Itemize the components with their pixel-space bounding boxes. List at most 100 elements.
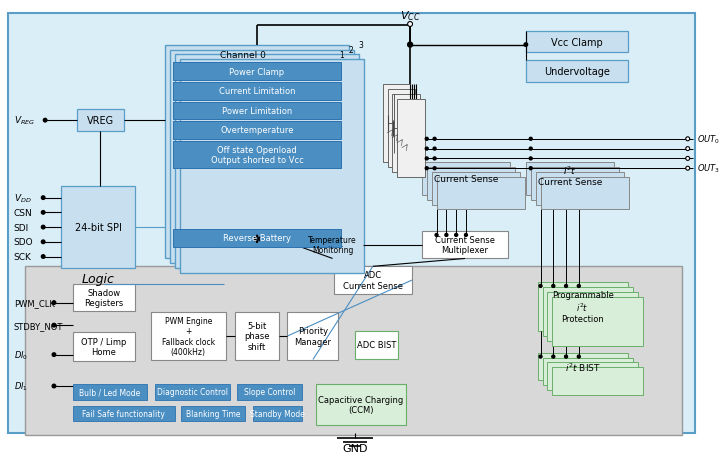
Text: Current Sense
Multiplexer: Current Sense Multiplexer xyxy=(435,236,495,255)
Bar xyxy=(253,406,302,421)
Circle shape xyxy=(408,23,413,27)
Circle shape xyxy=(464,234,467,237)
Circle shape xyxy=(52,301,55,305)
Bar xyxy=(173,63,341,81)
Bar xyxy=(173,122,341,139)
Text: Capacitive Charging
(CCM): Capacitive Charging (CCM) xyxy=(318,395,404,414)
Bar xyxy=(552,297,642,346)
Text: ADC
Current Sense: ADC Current Sense xyxy=(343,271,402,290)
Bar xyxy=(24,267,682,435)
Circle shape xyxy=(426,157,428,161)
Circle shape xyxy=(41,196,45,200)
Text: STDBY_NOT: STDBY_NOT xyxy=(14,321,63,330)
Text: Reverse Battery: Reverse Battery xyxy=(223,234,291,243)
Text: Off state Openload
Output shorted to Vcc: Off state Openload Output shorted to Vcc xyxy=(211,145,303,165)
Circle shape xyxy=(43,119,47,123)
Text: $V_{DD}$: $V_{DD}$ xyxy=(14,192,32,205)
Bar xyxy=(526,61,628,83)
Bar xyxy=(422,232,508,259)
Bar xyxy=(155,384,230,400)
Bar xyxy=(526,32,628,53)
Text: CSN: CSN xyxy=(14,208,32,218)
Text: Vcc Clamp: Vcc Clamp xyxy=(551,38,603,48)
Circle shape xyxy=(445,234,448,237)
Circle shape xyxy=(685,167,690,171)
Circle shape xyxy=(552,355,555,358)
Text: Temperature
Monitoring: Temperature Monitoring xyxy=(308,236,357,255)
Text: Shadow
Registers: Shadow Registers xyxy=(84,288,124,308)
Circle shape xyxy=(577,355,580,358)
Text: $DI_0$: $DI_0$ xyxy=(14,349,28,361)
Circle shape xyxy=(685,157,690,161)
Text: SDO: SDO xyxy=(14,238,33,247)
Text: VREG: VREG xyxy=(86,116,114,126)
Text: $V_{REG}$: $V_{REG}$ xyxy=(14,115,35,127)
Circle shape xyxy=(426,138,428,141)
Text: 5-bit
phase
shift: 5-bit phase shift xyxy=(244,321,270,351)
Text: SDI: SDI xyxy=(14,223,29,232)
Circle shape xyxy=(524,44,528,47)
Text: $i^2t$ BIST: $i^2t$ BIST xyxy=(564,360,600,373)
Bar xyxy=(165,45,349,259)
Circle shape xyxy=(433,157,436,161)
Circle shape xyxy=(685,138,690,141)
Circle shape xyxy=(41,226,45,229)
Bar xyxy=(73,406,175,421)
Bar xyxy=(536,173,624,205)
Bar xyxy=(73,284,135,312)
Bar xyxy=(552,368,642,395)
Text: PWM_CLK: PWM_CLK xyxy=(14,299,55,307)
Circle shape xyxy=(552,285,555,288)
Text: Priority
Manager: Priority Manager xyxy=(294,326,331,346)
Circle shape xyxy=(41,255,45,259)
Text: Channel 0: Channel 0 xyxy=(220,51,266,60)
Circle shape xyxy=(426,148,428,151)
Circle shape xyxy=(564,355,567,358)
Bar xyxy=(422,163,510,195)
Circle shape xyxy=(433,138,436,141)
Bar xyxy=(526,163,614,195)
Bar xyxy=(547,363,638,390)
Bar xyxy=(73,384,147,400)
Text: $DI_1$: $DI_1$ xyxy=(14,380,28,393)
Bar xyxy=(542,288,633,336)
Text: Blanking Time: Blanking Time xyxy=(186,409,240,418)
Bar xyxy=(175,55,359,269)
Bar xyxy=(60,187,135,269)
Bar xyxy=(173,141,341,169)
Text: $I^2t$
Current Sense: $I^2t$ Current Sense xyxy=(538,164,602,187)
Bar xyxy=(179,60,364,274)
Bar xyxy=(541,178,629,210)
Text: Current Limitation: Current Limitation xyxy=(219,87,295,96)
Text: Fail Safe functionality: Fail Safe functionality xyxy=(82,409,165,418)
Text: 24-bit SPI: 24-bit SPI xyxy=(75,223,122,232)
Bar xyxy=(316,384,406,425)
Text: $V_{CC}$: $V_{CC}$ xyxy=(400,9,420,23)
Bar xyxy=(287,313,338,360)
Bar xyxy=(397,100,425,178)
Text: Power Clamp: Power Clamp xyxy=(230,68,284,76)
Bar xyxy=(432,173,520,205)
Bar xyxy=(151,313,225,360)
Bar xyxy=(173,83,341,100)
Bar xyxy=(76,110,124,131)
Circle shape xyxy=(577,285,580,288)
Text: Power Limitation: Power Limitation xyxy=(222,106,292,116)
Text: SCK: SCK xyxy=(14,252,32,262)
Circle shape xyxy=(539,355,542,358)
Text: Standby Mode: Standby Mode xyxy=(250,409,305,418)
Circle shape xyxy=(529,168,532,170)
Bar xyxy=(387,89,415,168)
Text: ADC BIST: ADC BIST xyxy=(357,341,397,350)
Circle shape xyxy=(52,324,55,327)
Text: Undervoltage: Undervoltage xyxy=(544,67,610,77)
Bar xyxy=(181,406,246,421)
Bar xyxy=(235,313,279,360)
Bar xyxy=(302,232,363,259)
Text: Slope Control: Slope Control xyxy=(244,388,295,396)
Text: OTP / Limp
Home: OTP / Limp Home xyxy=(81,338,127,357)
Text: GND: GND xyxy=(343,443,368,453)
Circle shape xyxy=(529,157,532,161)
Text: Bulb / Led Mode: Bulb / Led Mode xyxy=(79,388,140,396)
Circle shape xyxy=(455,234,458,237)
